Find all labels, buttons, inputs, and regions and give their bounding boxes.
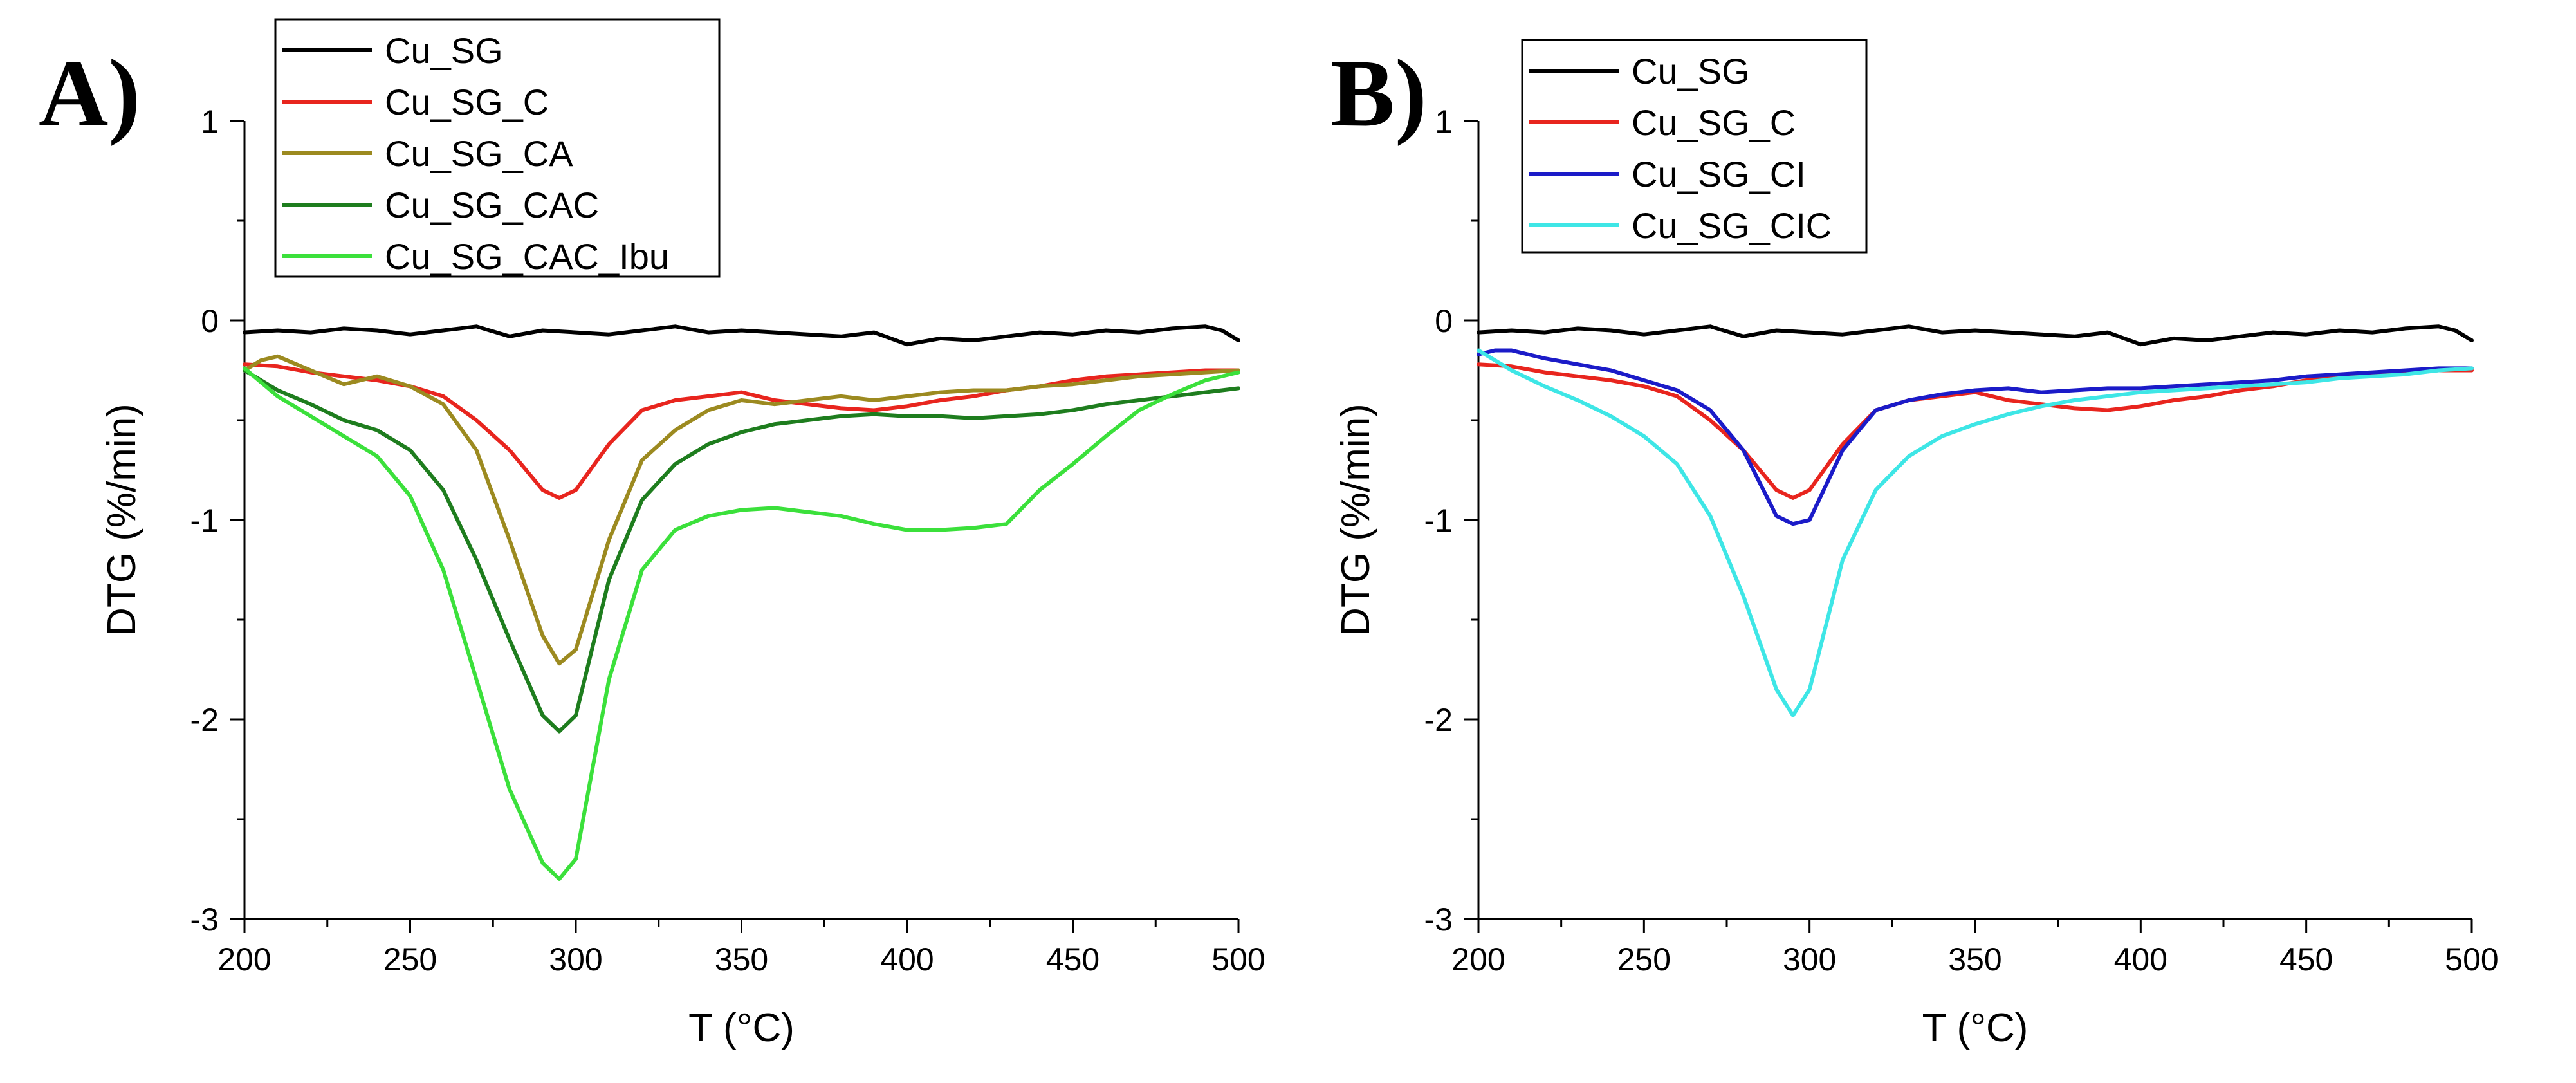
y-axis-title: DTG (%/min) [1334,403,1378,636]
x-tick-label: 300 [1783,941,1836,977]
y-tick-label: 1 [1435,104,1453,140]
y-tick-label: 1 [201,104,219,140]
x-tick-label: 500 [1211,941,1265,977]
legend: Cu_SG Cu_SG_C Cu_SG_CI Cu_SG_CIC [1521,39,1868,254]
legend-entry: Cu_SG_CA [385,133,573,174]
series-line-cu-sg-cac-ibu [243,366,1240,881]
legend-entry: Cu_SG [1632,51,1750,91]
x-tick-label: 400 [880,941,934,977]
series-line-cu-sg-ci [1477,348,2474,526]
legend-entry: Cu_SG_CI [1632,154,1806,194]
legend-box [274,18,721,278]
x-tick-label: 400 [2114,941,2167,977]
y-tick-label: -2 [1424,702,1453,738]
x-tick-label: 450 [1046,941,1099,977]
series-line-cu-sg-ca [243,354,1240,666]
legend-entry: Cu_SG_CAC [385,185,599,225]
x-tick-label: 250 [1617,941,1671,977]
x-tick-label: 200 [217,941,271,977]
y-tick-label: -2 [190,702,219,738]
legend-box [1521,39,1868,254]
panel-a: A) 200 250 300 350 400 450 500 -3 -2 -1 0 1 T (°C) DTG… [39,18,1265,1050]
y-tick-label: 0 [201,303,219,339]
series-line-cu-sg [243,324,1240,347]
legend-entry: Cu_SG_C [385,82,549,122]
x-tick-label: 200 [1451,941,1505,977]
series-line-cu-sg-cac [243,368,1240,734]
legend-entry: Cu_SG [385,30,503,71]
x-tick-label: 250 [383,941,437,977]
legend-entry: Cu_SG_CIC [1632,205,1832,246]
y-tick-label: -3 [190,902,219,938]
legend-entry: Cu_SG_C [1632,102,1796,143]
y-tick-label: 0 [1435,303,1453,339]
x-tick-label: 350 [1948,941,2001,977]
legend: Cu_SG Cu_SG_C Cu_SG_CA Cu_SG_CAC Cu_SG_CAC_I… [274,18,721,278]
y-axis-title: DTG (%/min) [100,403,144,636]
panel-label: B) [1330,40,1427,147]
x-axis-title: T (°C) [1922,1006,2029,1050]
y-tick-label: -1 [1424,503,1453,539]
legend-entry: Cu_SG_CAC_Ibu [385,236,669,277]
y-tick-label: -1 [190,503,219,539]
series-line-cu-sg [1477,324,2474,347]
panel-label: A) [39,40,140,147]
x-tick-label: 350 [715,941,768,977]
x-tick-label: 450 [2279,941,2333,977]
x-tick-label: 300 [549,941,602,977]
x-axis-title: T (°C) [688,1006,795,1050]
y-tick-label: -3 [1424,902,1453,938]
x-tick-label: 500 [2445,941,2498,977]
series-line-cu-sg-cic [1477,348,2474,717]
panel-b: B) 200 250 300 350 400 450 500 -3 -2 -1 0 1 T (°C) DTG… [1330,39,2499,1050]
